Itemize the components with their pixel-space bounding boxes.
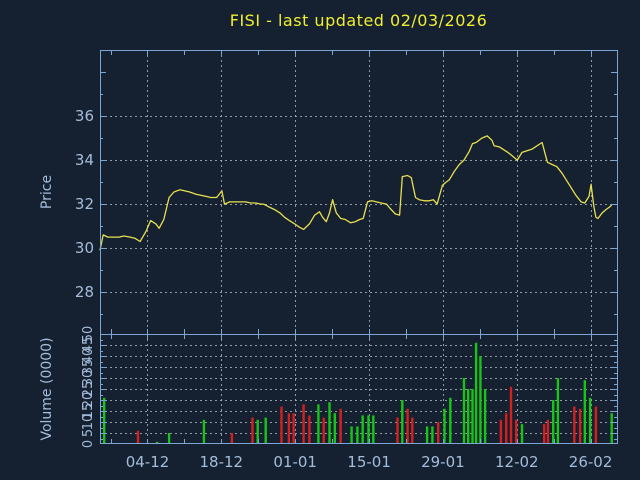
volume-bar	[546, 419, 550, 443]
price-panel-border	[100, 50, 618, 335]
volume-tick-label: 5	[81, 429, 96, 437]
volume-bar	[411, 417, 414, 443]
volume-bar	[251, 417, 254, 443]
volume-bar	[449, 397, 452, 443]
volume-bar	[202, 419, 206, 443]
volume-bar	[583, 380, 586, 443]
volume-tick-label: 40	[81, 348, 96, 365]
volume-bar	[474, 342, 478, 443]
volume-bar	[230, 433, 234, 443]
volume-bar	[103, 397, 106, 443]
volume-bar	[467, 389, 470, 443]
x-tick-label: 04-12	[126, 453, 170, 471]
volume-tick-label: 20	[81, 392, 96, 409]
volume-bar	[302, 404, 305, 443]
volume-bar	[350, 426, 353, 443]
volume-bar	[322, 417, 325, 443]
x-tick-label: 18-12	[200, 453, 244, 471]
price-tick-label: 36	[75, 107, 94, 125]
volume-tick-label: 35	[81, 359, 96, 376]
volume-tick-label: 25	[81, 381, 96, 398]
volume-bar	[256, 419, 259, 443]
price-line	[99, 135, 613, 251]
volume-tick-label: 30	[81, 370, 96, 387]
chart-title: FISI - last updated 02/03/2026	[229, 11, 488, 30]
volume-tick-label: 15	[81, 403, 96, 420]
volume-bar	[520, 424, 524, 443]
volume-bar	[372, 415, 375, 443]
volume-bar	[406, 408, 409, 443]
price-tick-label: 30	[75, 239, 94, 257]
volume-panel-border	[100, 334, 618, 444]
volume-bar	[367, 415, 370, 443]
volume-bar	[483, 389, 487, 443]
volume-bar	[317, 404, 320, 443]
volume-bar	[443, 408, 446, 443]
volume-bar	[578, 408, 582, 443]
volume-bar	[292, 413, 295, 443]
volume-bar	[499, 419, 503, 443]
volume-bar	[280, 406, 283, 443]
volume-bar	[264, 417, 267, 443]
volume-tick-label: 10	[81, 414, 96, 431]
volume-bar	[308, 415, 311, 443]
volume-tick-label: 0	[81, 440, 96, 448]
price-axis-label: Price	[39, 174, 55, 210]
volume-bar	[505, 413, 508, 443]
price-tick-label: 34	[75, 151, 94, 169]
volume-bar	[515, 419, 518, 443]
volume-bar	[339, 408, 342, 443]
volume-bar	[356, 426, 359, 443]
volume-bar	[401, 400, 404, 443]
volume-bar	[588, 397, 592, 443]
volume-axis-label: Volume (0000)	[39, 337, 55, 441]
x-tick-label: 26-02	[569, 453, 613, 471]
volume-bar	[610, 413, 613, 443]
volume-bar	[333, 413, 336, 443]
volume-bar	[136, 430, 140, 443]
volume-bar	[573, 406, 576, 443]
volume-tick-label: 50	[81, 326, 96, 343]
volume-bar	[396, 417, 399, 443]
volume-bar	[431, 426, 434, 443]
volume-bar	[287, 413, 291, 443]
x-tick-label: 29-01	[421, 453, 465, 471]
volume-bar	[462, 378, 466, 443]
volume-bar	[471, 389, 474, 443]
x-tick-label: 12-02	[495, 453, 539, 471]
volume-bar	[437, 422, 440, 443]
volume-bar	[594, 406, 598, 443]
volume-bar	[479, 356, 482, 443]
price-tick-label: 28	[75, 283, 94, 301]
volume-bar	[543, 424, 546, 443]
volume-bar	[167, 433, 171, 443]
x-tick-label: 01-01	[273, 453, 317, 471]
volume-bar	[509, 386, 513, 443]
volume-bar	[552, 400, 555, 443]
x-tick-label: 15-01	[347, 453, 391, 471]
volume-bar	[361, 415, 364, 443]
price-tick-label: 32	[75, 195, 94, 213]
volume-bar	[425, 426, 429, 443]
volume-bar	[556, 378, 560, 443]
volume-tick-label: 45	[81, 337, 96, 354]
volume-bar	[328, 402, 331, 443]
volume-bar	[155, 441, 159, 443]
